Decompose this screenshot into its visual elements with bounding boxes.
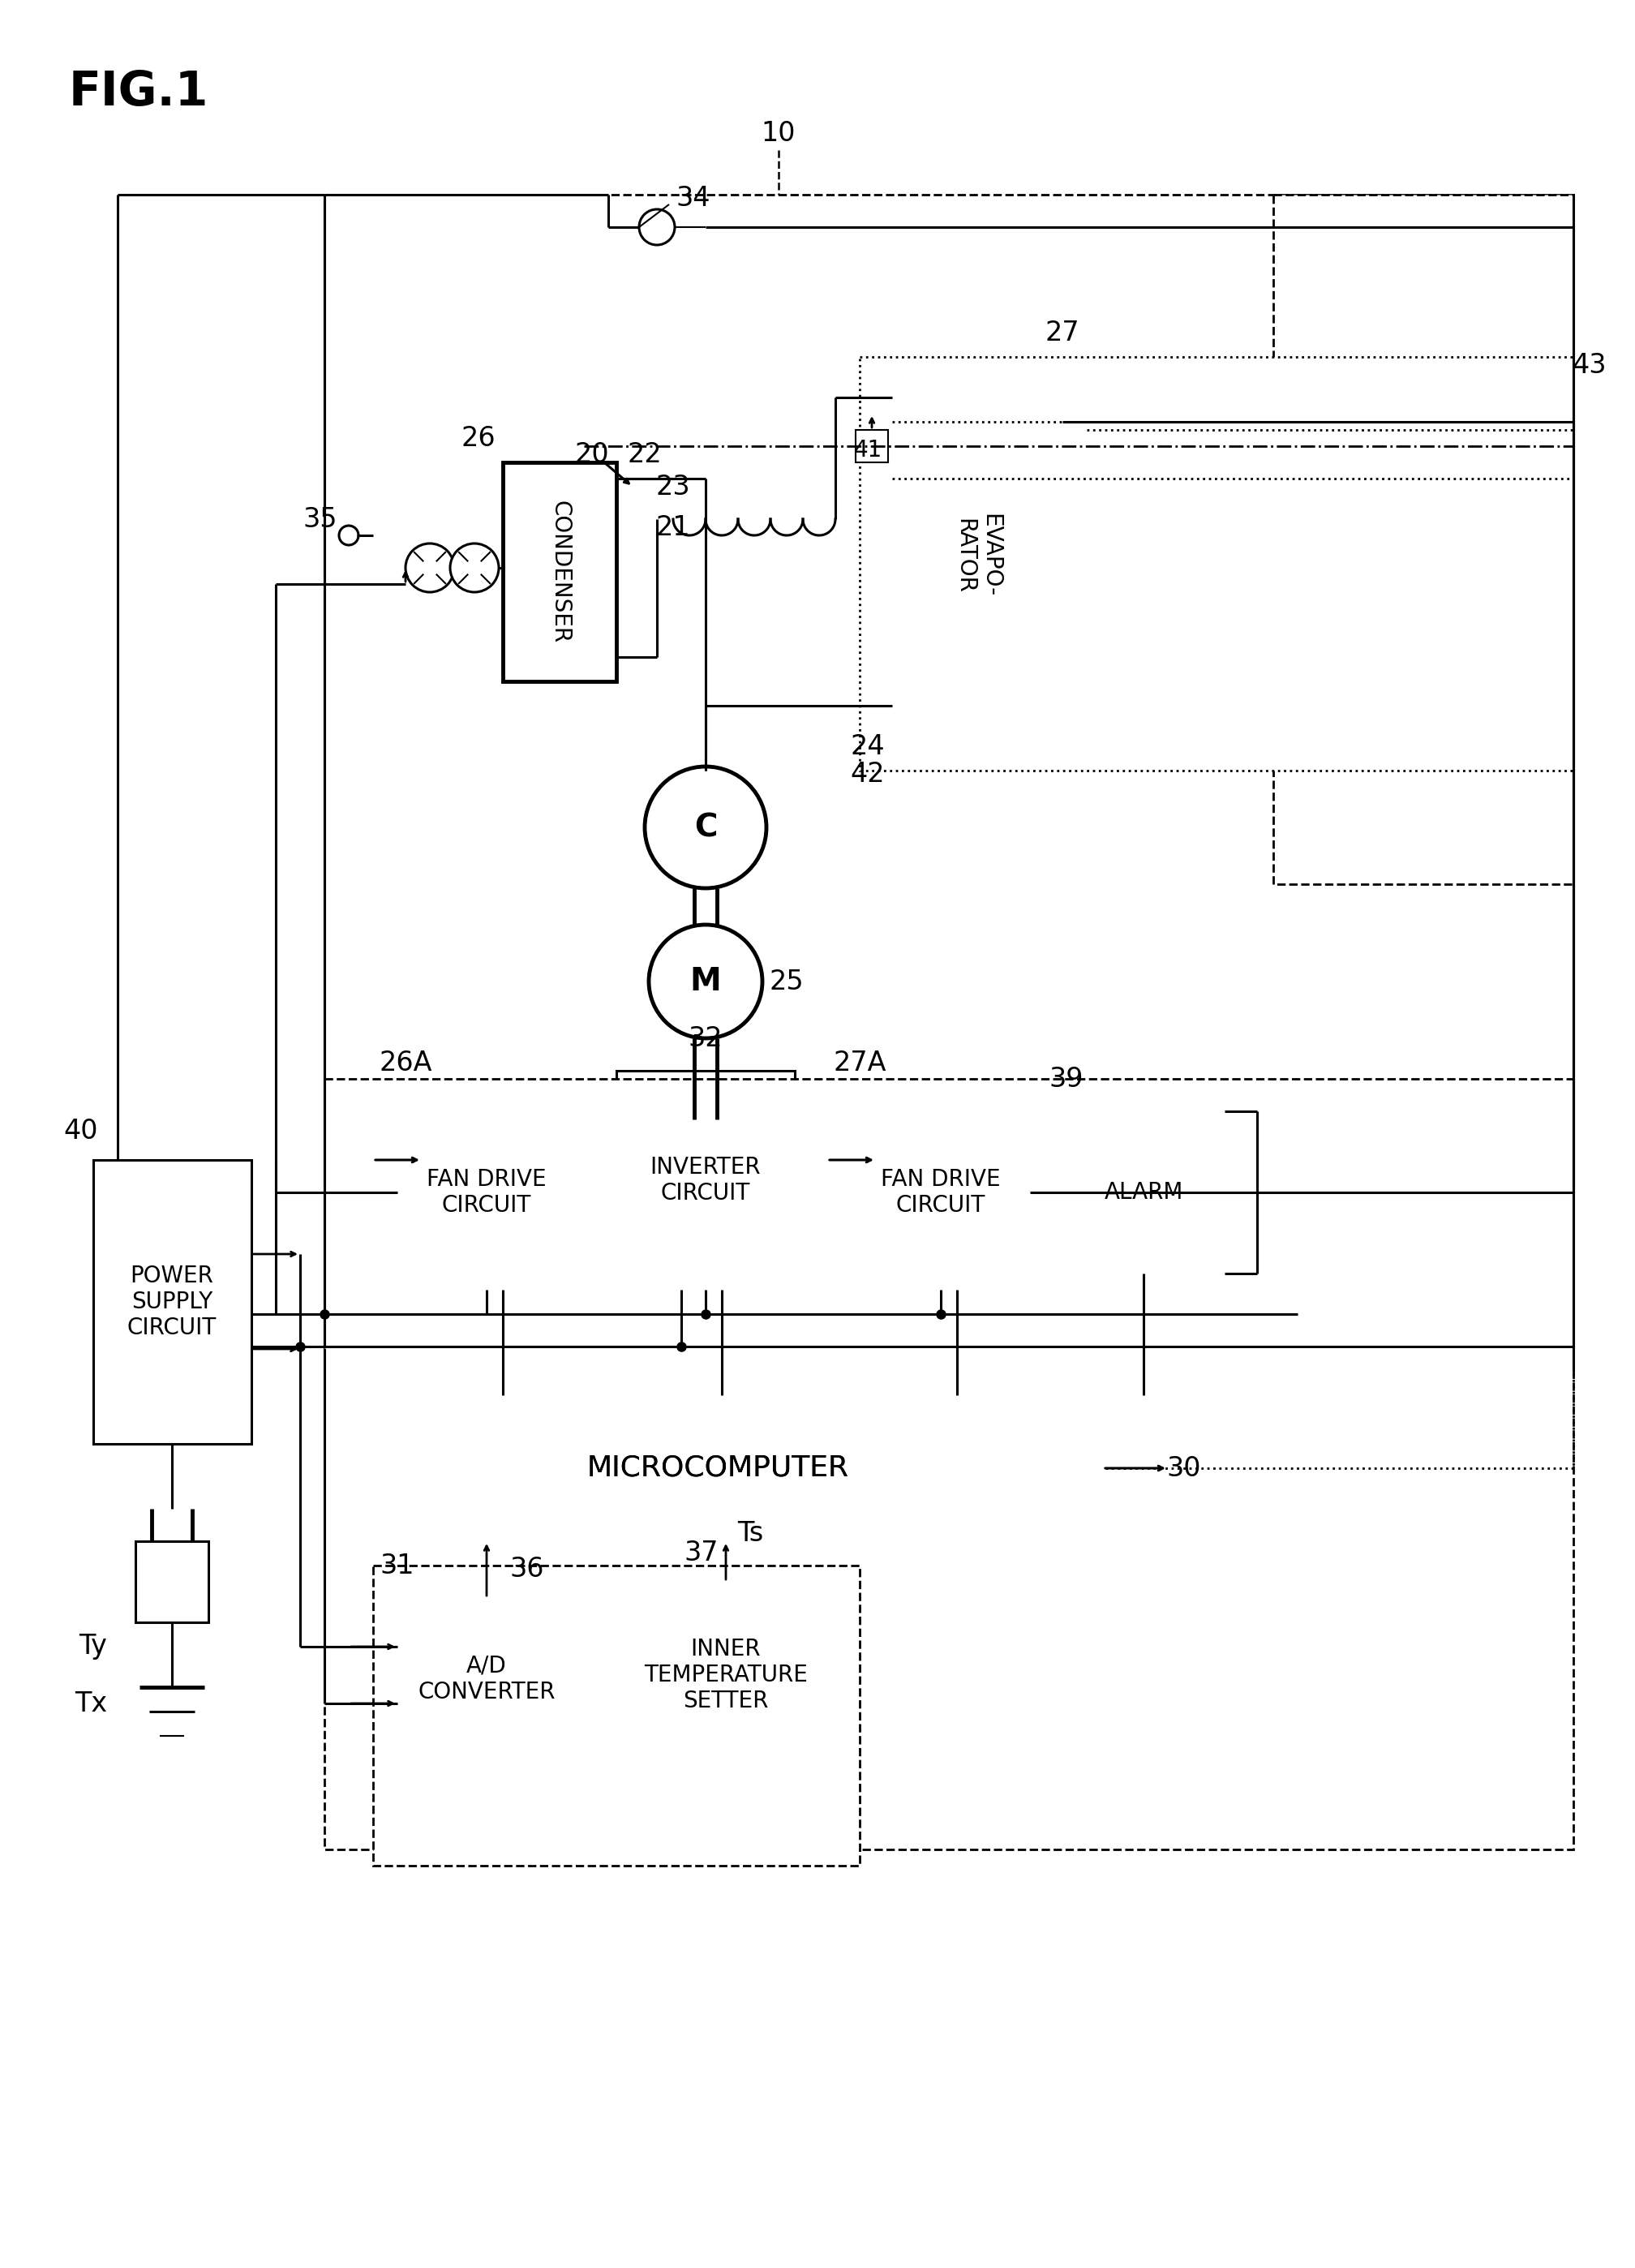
Text: Tx: Tx bbox=[75, 1690, 106, 1717]
Text: FAN DRIVE
CIRCUIT: FAN DRIVE CIRCUIT bbox=[427, 1168, 546, 1218]
Bar bbox=[332, 1395, 1104, 1542]
Bar bbox=[93, 1159, 252, 1445]
Text: 30: 30 bbox=[1167, 1454, 1202, 1481]
Text: 37: 37 bbox=[685, 1540, 719, 1567]
Text: MICROCOMPUTER: MICROCOMPUTER bbox=[587, 1454, 849, 1481]
Text: CONDENSER: CONDENSER bbox=[548, 501, 571, 644]
Text: 39: 39 bbox=[1050, 1066, 1084, 1093]
Text: Ty: Ty bbox=[78, 1633, 106, 1660]
Text: 40: 40 bbox=[64, 1118, 98, 1145]
Text: FIG.1: FIG.1 bbox=[69, 68, 209, 116]
Bar bbox=[1063, 1111, 1225, 1275]
Text: 22: 22 bbox=[628, 440, 662, 467]
Text: Ts: Ts bbox=[737, 1520, 764, 1547]
Text: POWER
SUPPLY
CIRCUIT: POWER SUPPLY CIRCUIT bbox=[128, 1263, 217, 1340]
Bar bbox=[860, 356, 1573, 771]
Text: 27: 27 bbox=[1045, 320, 1079, 347]
Text: 35: 35 bbox=[302, 506, 337, 533]
Circle shape bbox=[639, 209, 675, 245]
Text: 21: 21 bbox=[656, 515, 690, 540]
Text: 34: 34 bbox=[677, 186, 711, 213]
Text: 42: 42 bbox=[850, 762, 885, 787]
Text: 41: 41 bbox=[853, 438, 881, 463]
Bar bbox=[1274, 195, 1573, 885]
Bar bbox=[373, 1565, 860, 1867]
Text: MICROCOMPUTER: MICROCOMPUTER bbox=[587, 1454, 849, 1481]
Text: 23: 23 bbox=[656, 474, 690, 499]
Circle shape bbox=[644, 767, 767, 889]
Text: M: M bbox=[690, 966, 721, 998]
Bar bbox=[616, 1581, 835, 1769]
Circle shape bbox=[649, 925, 762, 1039]
Text: 25: 25 bbox=[770, 968, 804, 996]
Text: 10: 10 bbox=[762, 120, 796, 147]
Text: 24: 24 bbox=[850, 733, 885, 760]
Text: 32: 32 bbox=[688, 1025, 723, 1052]
Text: FAN DRIVE
CIRCUIT: FAN DRIVE CIRCUIT bbox=[881, 1168, 1001, 1218]
Text: 31: 31 bbox=[381, 1551, 415, 1579]
Text: EVAPO-
RATOR: EVAPO- RATOR bbox=[953, 515, 1002, 596]
Text: 36: 36 bbox=[510, 1556, 544, 1583]
Bar bbox=[136, 1542, 208, 1622]
Text: C: C bbox=[693, 812, 718, 844]
Bar bbox=[397, 1095, 576, 1290]
Bar bbox=[616, 1070, 795, 1290]
Bar bbox=[893, 381, 1063, 730]
Text: A/D
CONVERTER: A/D CONVERTER bbox=[419, 1656, 556, 1703]
Bar bbox=[852, 1095, 1030, 1290]
Bar bbox=[324, 195, 1573, 1370]
Circle shape bbox=[405, 544, 455, 592]
Text: 26A: 26A bbox=[379, 1050, 432, 1075]
Bar bbox=[504, 463, 616, 680]
Text: INVERTER
CIRCUIT: INVERTER CIRCUIT bbox=[651, 1157, 760, 1204]
Text: INNER
TEMPERATURE
SETTER: INNER TEMPERATURE SETTER bbox=[644, 1637, 808, 1712]
Bar bbox=[324, 1080, 1573, 1848]
Text: 27A: 27A bbox=[834, 1050, 886, 1075]
Bar bbox=[855, 431, 888, 463]
Text: ALARM: ALARM bbox=[1104, 1182, 1184, 1204]
Text: 26: 26 bbox=[461, 424, 495, 451]
Text: 43: 43 bbox=[1573, 352, 1607, 379]
Circle shape bbox=[338, 526, 358, 544]
Circle shape bbox=[450, 544, 499, 592]
Bar bbox=[397, 1599, 576, 1760]
Text: 20: 20 bbox=[576, 440, 610, 467]
